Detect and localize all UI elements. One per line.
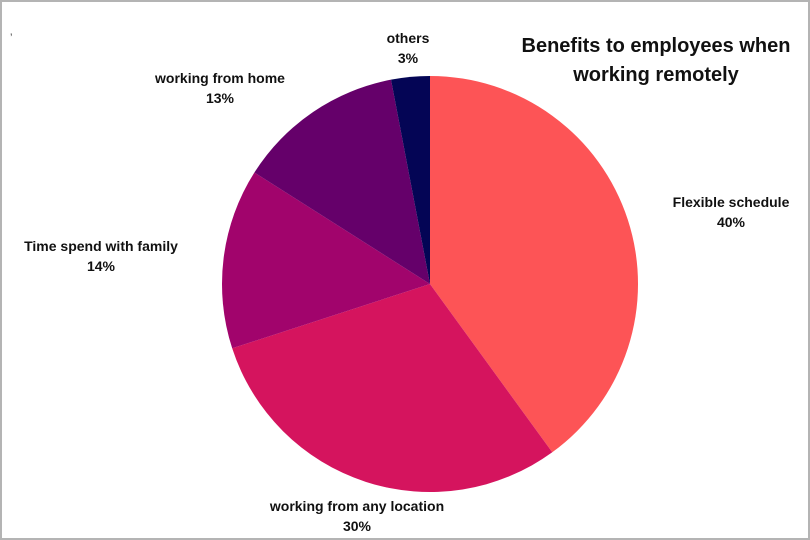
pie-slice-flexible-schedule <box>430 76 639 453</box>
slice-name: working from home <box>155 70 285 86</box>
chart-title: Benefits to employees when working remot… <box>521 35 791 86</box>
pie-slice-working-from-home <box>254 79 430 285</box>
slice-name: others <box>386 30 430 46</box>
slice-percent: 3% <box>397 50 419 66</box>
pie-slice-time-spend-with-family <box>221 172 430 349</box>
slice-label-flexible-schedule: Flexible schedule 40% <box>658 192 804 232</box>
slice-name: working from any location <box>269 498 445 514</box>
stray-mark: ’ <box>10 32 13 44</box>
slice-percent: 30% <box>342 518 372 534</box>
pie-slice-working-from-any-location <box>232 284 553 493</box>
slice-label-others: others 3% <box>372 28 444 68</box>
slice-name: Time spend with family <box>24 238 178 254</box>
slice-percent: 13% <box>205 90 235 106</box>
slice-label-working-from-any-location: working from any location 30% <box>246 496 468 536</box>
slice-percent: 40% <box>716 214 746 230</box>
slice-label-working-from-home: working from home 13% <box>136 68 304 108</box>
pie-slice-others <box>391 76 430 284</box>
slice-name: Flexible schedule <box>672 194 790 210</box>
slice-label-time-spend-with-family: Time spend with family 14% <box>6 236 196 276</box>
slice-percent: 14% <box>86 258 116 274</box>
